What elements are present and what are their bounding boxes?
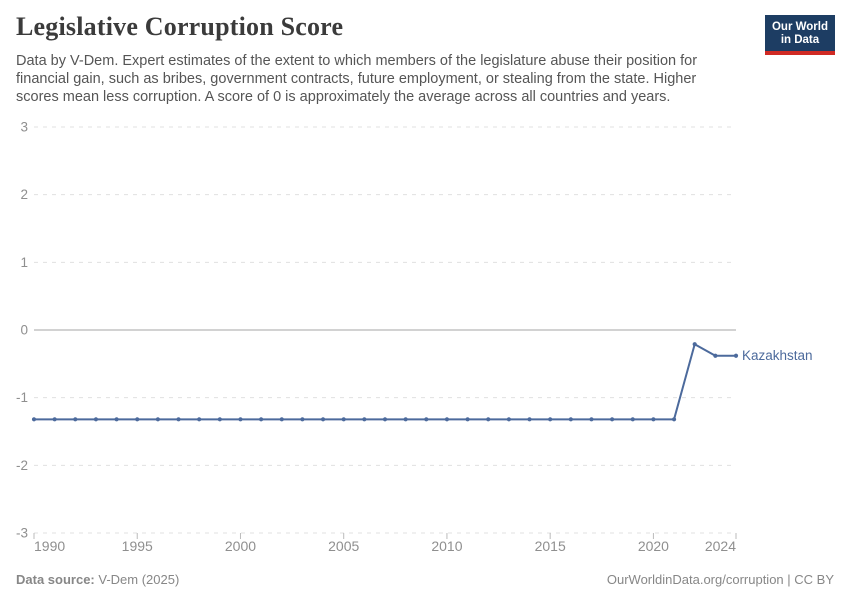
data-point [486,417,491,422]
data-point [382,417,388,422]
owid-logo[interactable]: Our World in Data [764,15,835,55]
y-axis-label: 3 [20,120,28,135]
data-point [465,417,470,422]
x-axis-label: 1990 [34,538,65,554]
data-point [341,417,346,422]
data-point [31,417,37,422]
footer-license-link[interactable]: OurWorldinData.org/corruption | CC BY [607,572,834,587]
y-axis-label: 0 [20,323,28,338]
y-axis-label: 1 [20,255,28,270]
series-line[interactable] [33,343,737,421]
data-point [176,417,181,422]
subtitle-line: financial gain, such as bribes, governme… [16,71,697,87]
footer-license-text: OurWorldinData.org/corruption | CC BY [606,572,834,587]
data-point [300,417,305,422]
owid-logo-line1: Our World [771,21,828,33]
data-point [610,417,615,422]
data-point [259,417,264,422]
data-point [114,417,119,422]
data-point [444,417,450,422]
chart-subtitle: Data by V-Dem. Expert estimates of the e… [16,52,746,106]
data-point [155,417,160,422]
data-point [197,417,202,422]
data-point [238,417,243,422]
data-point [568,417,573,422]
data-point [403,417,408,422]
x-axis-label: 2005 [328,538,359,554]
y-axis-label: -2 [16,458,28,473]
y-axis-label: -1 [16,390,28,405]
data-point [630,417,635,422]
data-point [93,417,99,422]
owid-logo-line2: in Data [780,34,820,46]
data-point [362,417,367,422]
data-point [589,417,594,422]
data-point [548,417,553,422]
x-axis-label: 2000 [225,538,256,554]
x-axis-label: 2015 [535,538,566,554]
subtitle-line: Data by V-Dem. Expert estimates of the e… [16,53,698,69]
data-point [651,417,656,422]
x-axis-label: 2020 [638,538,669,554]
data-point [733,353,739,358]
y-axis-label: -3 [16,526,28,541]
data-source-label: Data source: [16,572,95,587]
data-point [52,417,57,422]
data-point [692,342,697,347]
data-point [424,417,429,422]
data-point [671,417,677,422]
data-point [73,417,78,422]
data-point [506,417,511,422]
data-source-value: V-Dem (2025) [98,572,180,587]
data-point [217,417,222,422]
data-point [320,417,326,422]
x-axis-label: 2010 [431,538,462,554]
page-title: Legislative Corruption Score [16,12,344,41]
series-kazakhstan[interactable]: Kazakhstan [31,342,813,422]
entity-label[interactable]: Kazakhstan [742,348,813,363]
y-axis-label: 2 [20,187,28,202]
data-point [279,417,284,422]
data-point [527,417,532,422]
x-axis-label: 1995 [122,538,153,554]
subtitle-line: scores mean less corruption. A score of … [16,89,671,105]
data-point [713,353,718,358]
data-point [135,417,140,422]
x-axis-label: 2024 [705,538,736,554]
data-source: Data source: V-Dem (2025) [16,572,179,587]
